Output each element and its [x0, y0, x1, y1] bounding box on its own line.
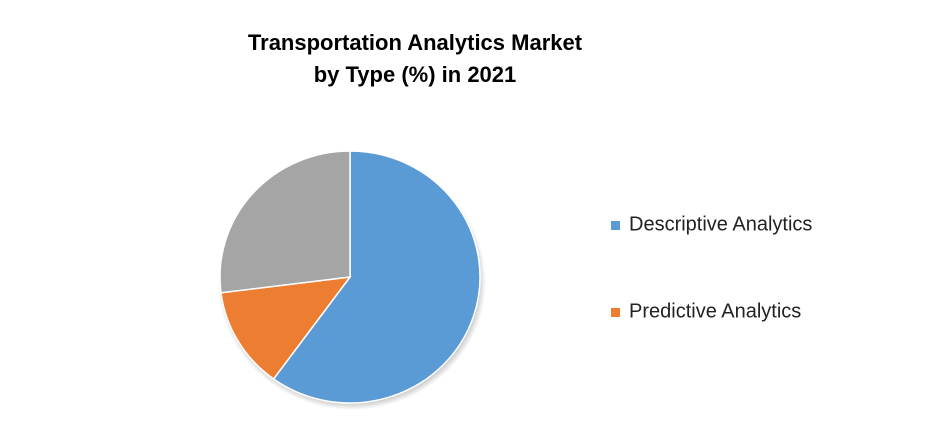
legend-label: Predictive Analytics: [629, 300, 801, 322]
legend-label: Descriptive Analytics: [629, 213, 812, 235]
pie-slice: [272, 150, 481, 404]
chart-title: Transportation Analytics Market: [248, 30, 583, 55]
pie-slice: [220, 276, 352, 380]
legend-marker: [611, 308, 620, 317]
chart-title: by Type (%) in 2021: [314, 62, 517, 87]
pie: [219, 150, 481, 404]
pie-slice: [219, 150, 351, 294]
legend: Descriptive Analytics Predictive Analytic…: [611, 213, 812, 322]
legend-marker: [611, 221, 620, 230]
